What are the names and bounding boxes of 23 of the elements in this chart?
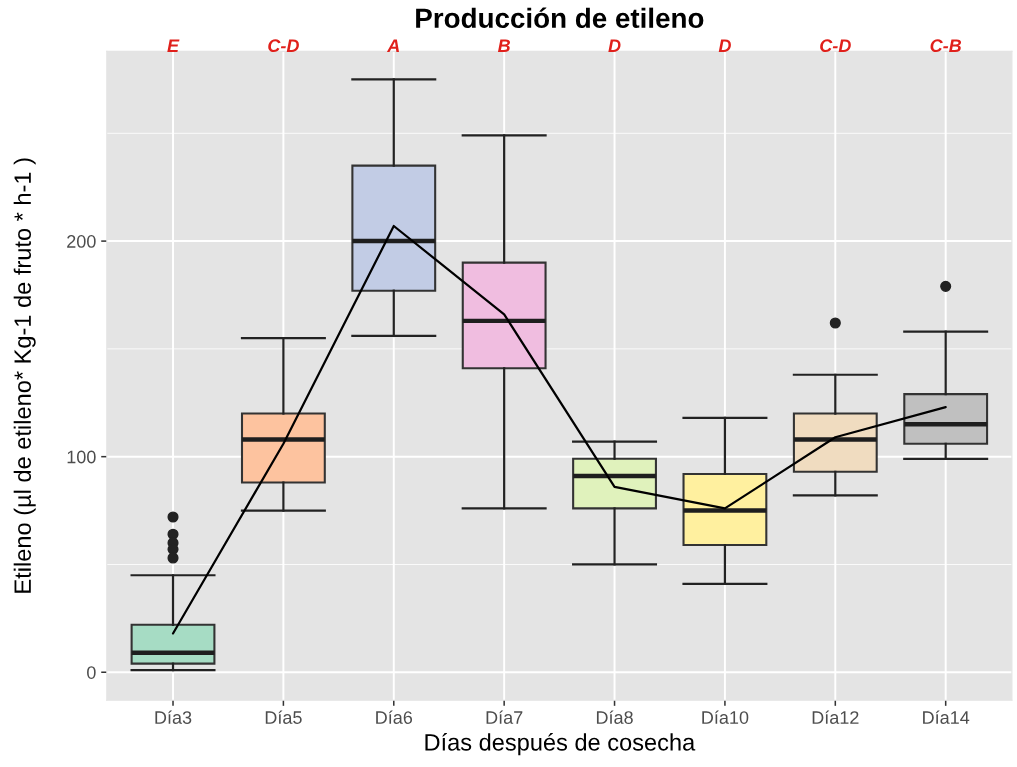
annotation: A [386,39,399,52]
annotation: C-D [268,39,299,53]
annotation: C-D [820,39,851,53]
annotation: E [167,39,180,52]
x-tick-label: Día10 [702,710,749,724]
x-tick-label: Día5 [265,710,302,724]
chart-title: Producción de etileno [416,7,704,29]
x-tick-label: Día12 [812,710,859,724]
annotation: B [497,39,511,52]
annotation: D [608,39,621,52]
y-tick-label: 100 [67,450,96,464]
y-tick-label: 200 [67,235,96,248]
x-tick-label: Día14 [923,710,970,724]
x-tick-label: Día6 [376,710,413,724]
y-axis-title: Etileno (µl de etileno* Kg-1 de fruto * h-1 ) [13,158,36,593]
x-axis-title: Días después de cosecha [425,733,696,756]
x-tick-label: Día3 [155,710,192,724]
annotation: D [718,39,731,52]
line-series [171,224,947,635]
x-tick-label: Día8 [596,710,633,724]
y-tick-label: 0 [87,666,96,679]
x-tick-label: Día7 [486,710,523,724]
annotation: C-B [930,39,962,53]
